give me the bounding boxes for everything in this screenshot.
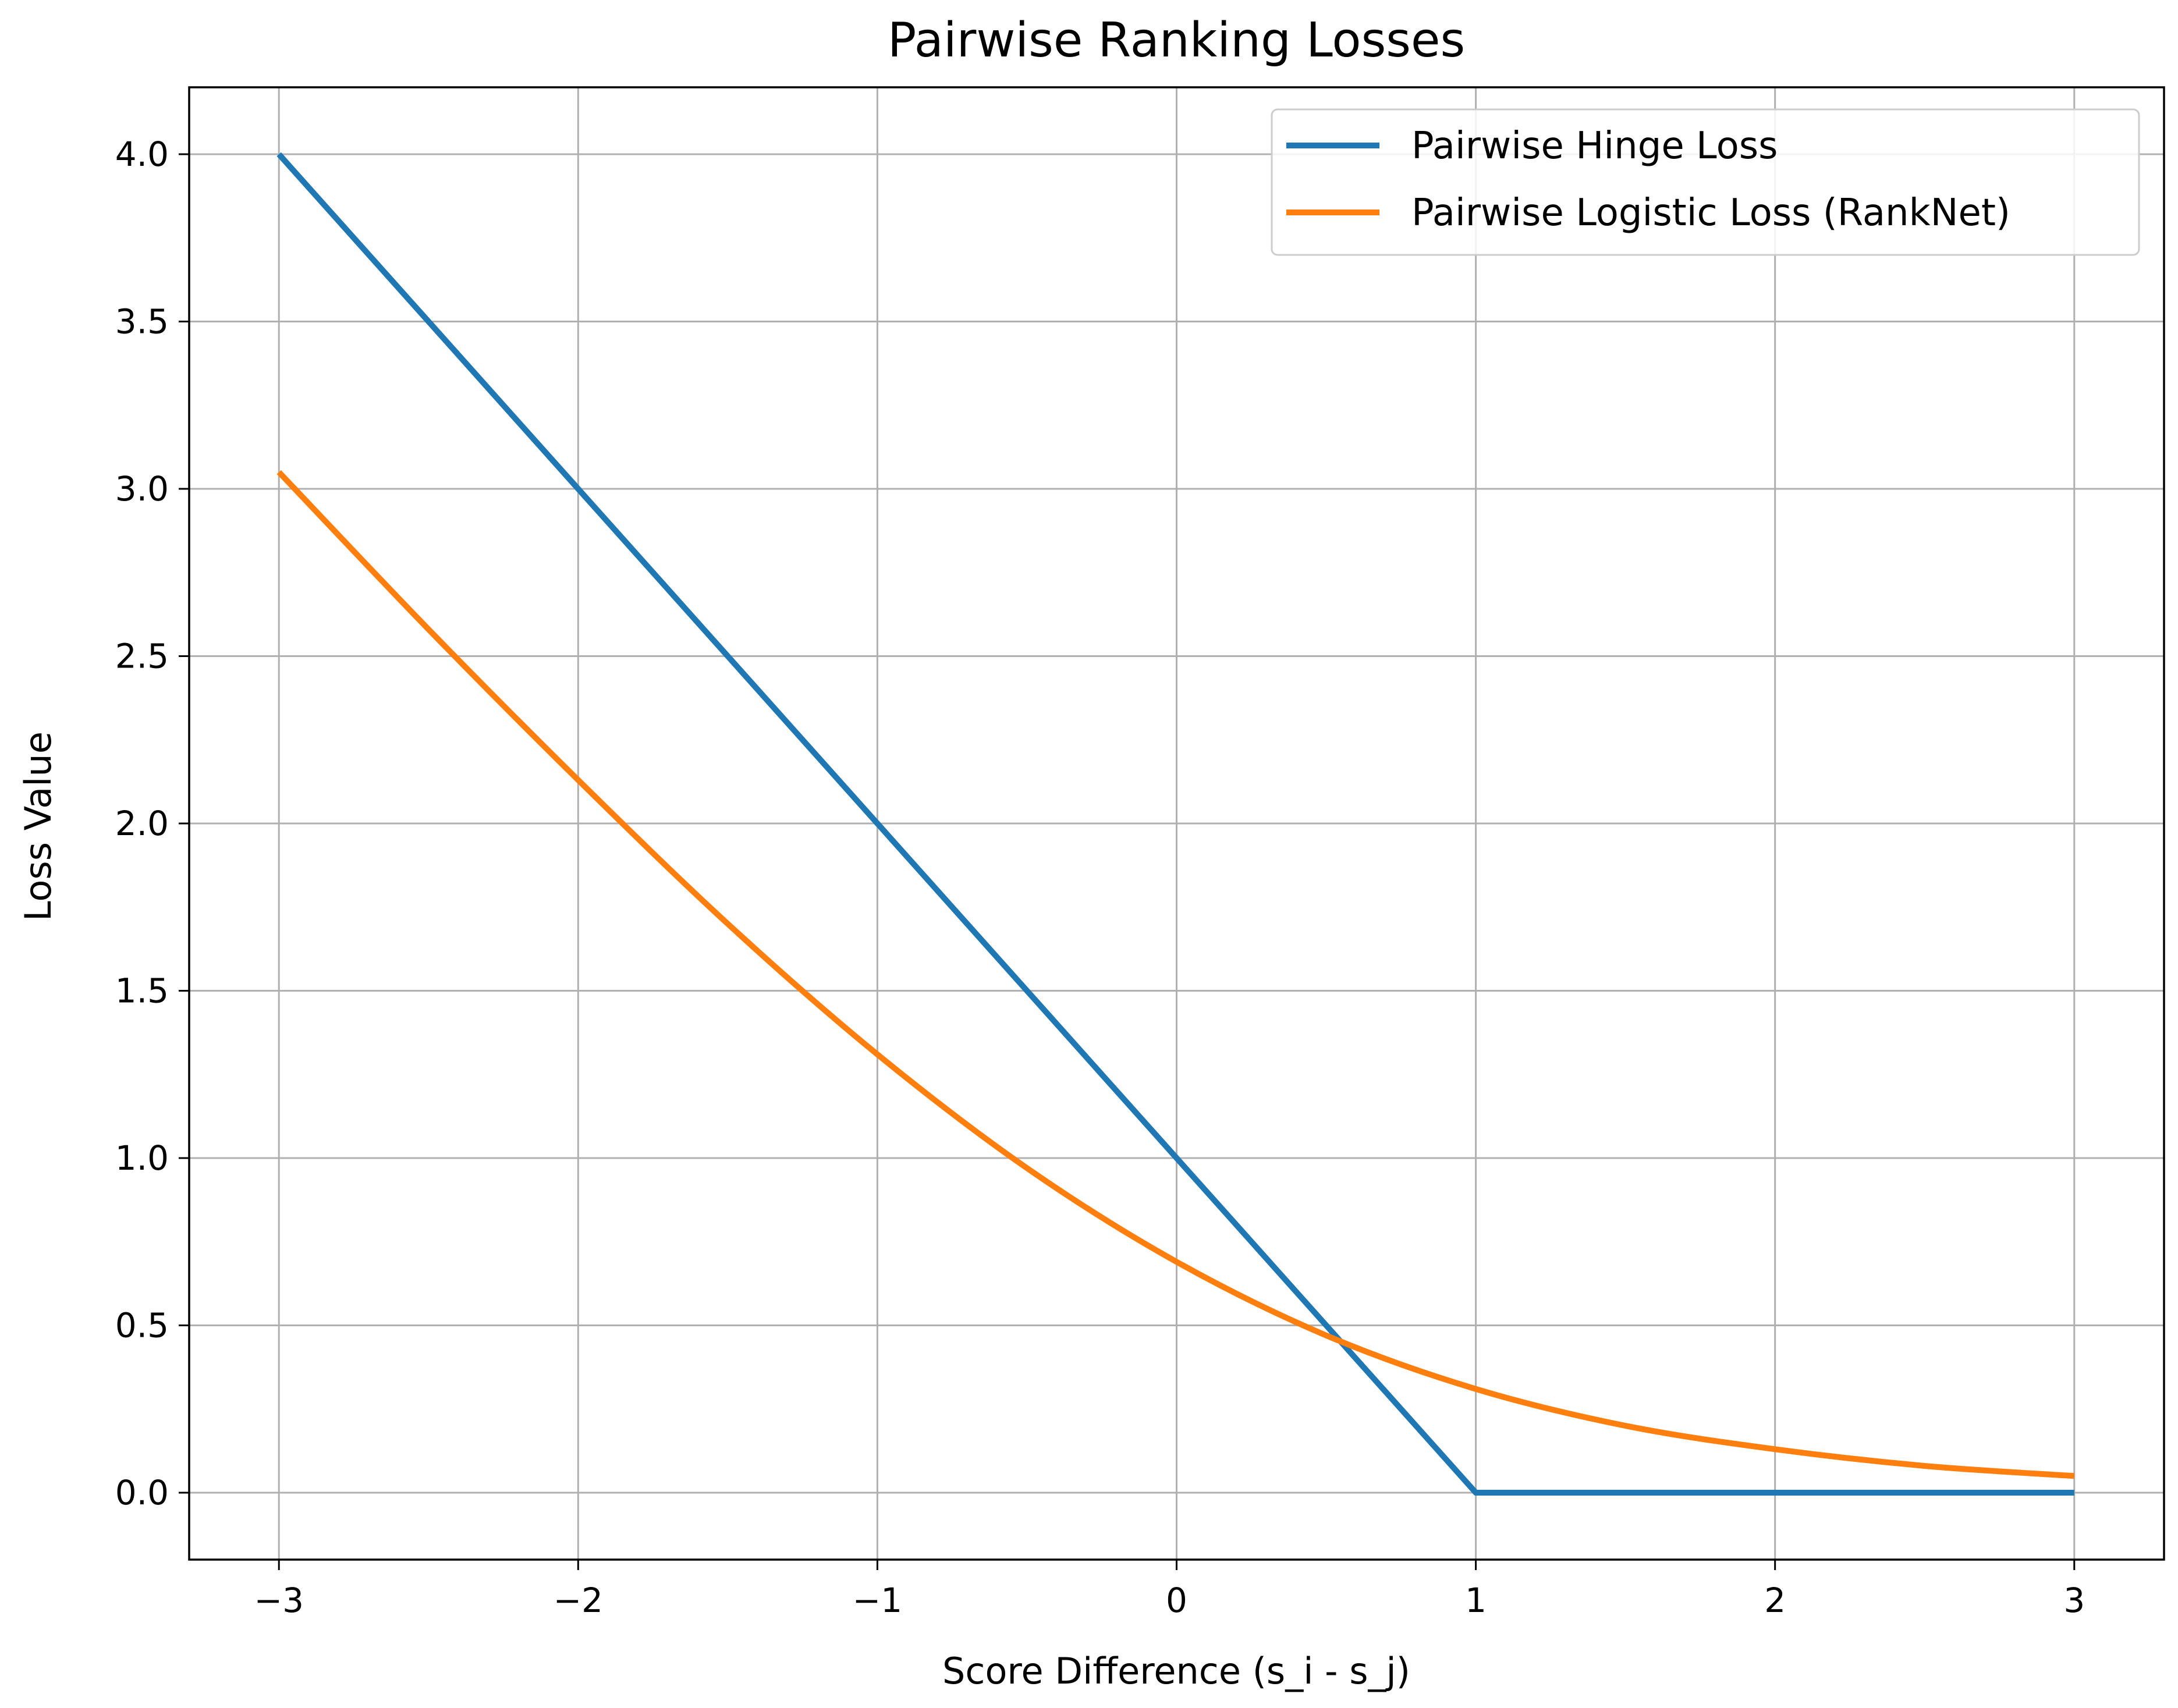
x-tick-label: 2	[1764, 1581, 1786, 1620]
grid	[189, 87, 2164, 1560]
y-tick-label: 2.5	[115, 637, 169, 676]
x-tick-label: 0	[1166, 1581, 1187, 1620]
legend-label-hinge: Pairwise Hinge Loss	[1411, 125, 1778, 168]
y-tick-label: 4.0	[115, 134, 169, 174]
y-tick-label: 0.0	[115, 1473, 169, 1512]
y-tick-label: 2.0	[115, 804, 169, 843]
x-axis: −3 −2 −1 0 1 2 3	[254, 1560, 2085, 1620]
y-axis: 0.0 0.5 1.0 1.5 2.0 2.5 3.0 3.5 4.0	[115, 134, 189, 1512]
series-layer	[276, 152, 2075, 1496]
x-tick-label: −1	[853, 1581, 903, 1620]
y-tick-label: 1.5	[115, 971, 169, 1011]
legend-box	[1271, 108, 2140, 256]
x-tick-label: 1	[1465, 1581, 1487, 1620]
x-tick-label: 3	[2063, 1581, 2085, 1620]
y-axis-label: Loss Value	[17, 732, 59, 921]
y-tick-label: 3.0	[115, 469, 169, 509]
x-axis-label: Score Difference (s_i - s_j)	[942, 1650, 1410, 1692]
x-tick-label: −3	[254, 1581, 304, 1620]
y-tick-label: 3.5	[115, 302, 169, 342]
legend-label-logistic: Pairwise Logistic Loss (RankNet)	[1411, 191, 2010, 235]
x-tick-label: −2	[554, 1581, 604, 1620]
legend: Pairwise Hinge Loss Pairwise Logistic Lo…	[1271, 108, 2140, 256]
chart-title: Pairwise Ranking Losses	[888, 13, 1465, 68]
y-tick-label: 0.5	[115, 1306, 169, 1345]
y-tick-label: 1.0	[115, 1138, 169, 1178]
series-hinge-loss-line	[276, 152, 2074, 1496]
series-logistic-loss-line	[276, 470, 2075, 1479]
